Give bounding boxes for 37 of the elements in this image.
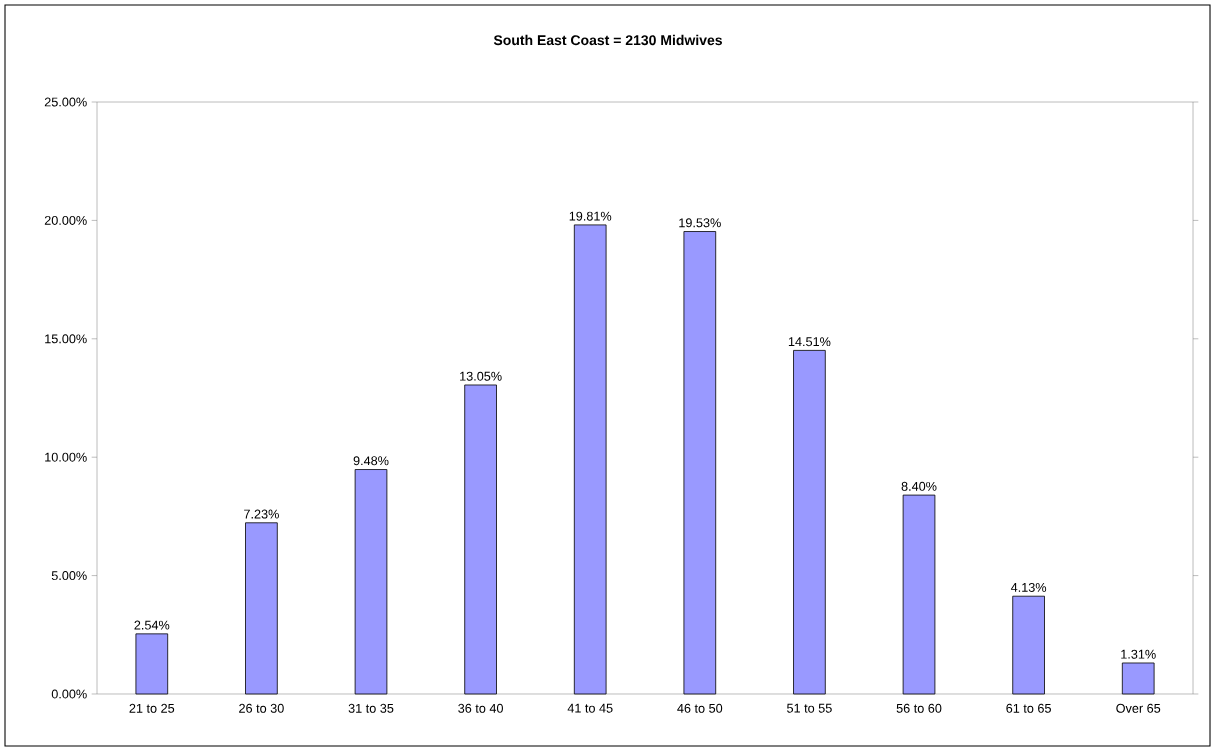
data-label: 2.54%	[134, 620, 170, 630]
data-label: 13.05%	[460, 371, 502, 381]
y-tick-label: 0.00%	[51, 689, 87, 699]
y-tick-label: 20.00%	[44, 215, 87, 225]
data-label: 19.81%	[569, 211, 612, 221]
bar	[1012, 595, 1045, 695]
bar	[354, 469, 388, 695]
bar	[573, 224, 607, 695]
chart-title: South East Coast = 2130 Midwives	[493, 34, 722, 46]
x-tick-label: 21 to 25	[129, 703, 175, 713]
bar	[1121, 662, 1155, 695]
y-tick-label: 15.00%	[45, 334, 87, 344]
data-label: 8.40%	[901, 481, 937, 491]
data-label: 9.48%	[353, 456, 389, 466]
data-label: 4.13%	[1010, 582, 1047, 592]
x-tick-label: 41 to 45	[567, 703, 613, 713]
bar	[902, 494, 936, 695]
bar	[793, 350, 826, 695]
data-label: 19.53%	[679, 218, 721, 228]
x-tick-label: 51 to 55	[787, 703, 832, 713]
x-tick-label: 61 to 65	[1006, 703, 1051, 713]
data-label: 7.23%	[244, 509, 279, 519]
x-tick-label: 46 to 50	[677, 703, 723, 713]
bar	[683, 231, 717, 695]
y-tick-label: 5.00%	[51, 571, 87, 581]
x-tick-label: 26 to 30	[239, 703, 284, 713]
x-tick-label: 56 to 60	[896, 703, 942, 713]
x-tick-label: Over 65	[1116, 703, 1161, 713]
data-label: 1.31%	[1121, 649, 1156, 659]
y-tick-label: 10.00%	[45, 452, 87, 462]
data-label: 14.51%	[788, 337, 831, 347]
bar	[135, 633, 169, 695]
x-tick-label: 36 to 40	[458, 703, 503, 713]
x-tick-label: 31 to 35	[348, 703, 394, 713]
bar	[464, 384, 497, 695]
y-tick-label: 25.00%	[44, 97, 87, 107]
bar	[245, 522, 278, 695]
